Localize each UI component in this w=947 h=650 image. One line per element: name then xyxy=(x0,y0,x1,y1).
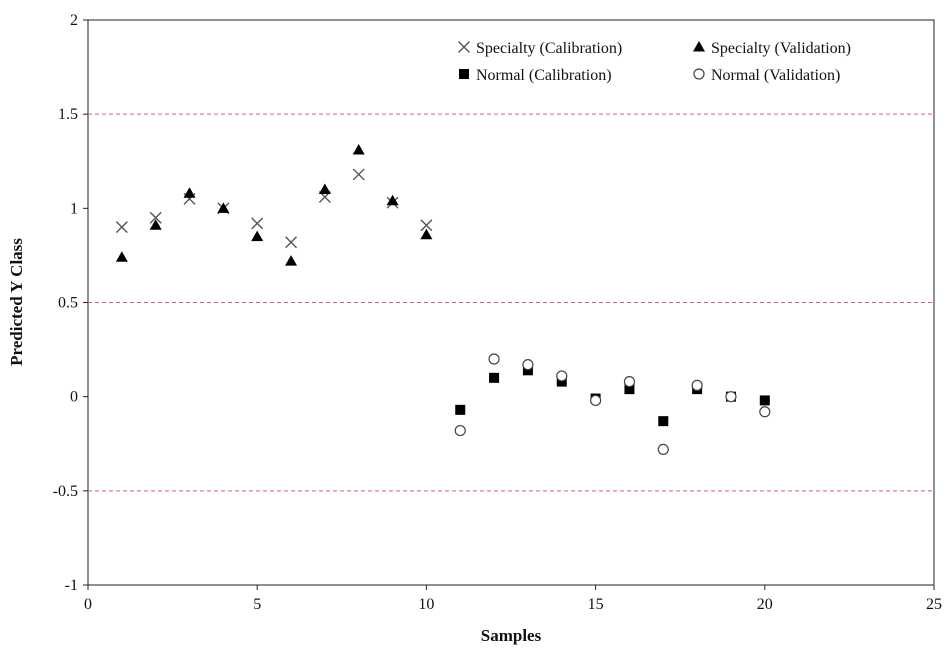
reference-lines xyxy=(88,113,934,492)
data-point xyxy=(454,424,466,437)
y-tick-label: 2 xyxy=(70,12,78,29)
data-point xyxy=(725,391,737,403)
legend-marker xyxy=(693,68,705,80)
data-point xyxy=(556,370,568,382)
data-point xyxy=(556,376,567,387)
x-tick-label: 20 xyxy=(757,596,773,613)
data-point xyxy=(420,228,433,240)
data-point xyxy=(759,406,771,418)
data-point xyxy=(488,353,500,365)
data-point xyxy=(115,221,128,234)
data-point xyxy=(522,359,534,371)
data-point xyxy=(149,211,162,224)
legend-label: Specialty (Calibration) xyxy=(476,40,622,57)
legend-label: Normal (Calibration) xyxy=(476,67,612,84)
data-point xyxy=(691,379,703,391)
data-point xyxy=(658,416,669,427)
legend-label: Normal (Validation) xyxy=(711,67,840,84)
data-point xyxy=(352,168,365,181)
data-point xyxy=(455,404,466,415)
y-tick-label: -1 xyxy=(65,577,78,594)
y-tick-label: 1 xyxy=(70,200,78,217)
data-point xyxy=(386,194,399,206)
data-point xyxy=(285,255,298,266)
data-points xyxy=(115,143,771,455)
data-point xyxy=(352,143,365,155)
x-tick-label: 15 xyxy=(588,596,604,613)
data-point xyxy=(183,187,196,198)
data-point xyxy=(115,251,128,262)
legend-marker xyxy=(693,41,705,52)
x-tick-label: 25 xyxy=(926,596,942,613)
legend-marker xyxy=(458,41,470,53)
x-axis: 0 5 10 15 20 25 xyxy=(84,585,942,613)
data-point xyxy=(489,372,500,383)
data-point xyxy=(149,219,162,230)
data-point xyxy=(251,230,264,242)
x-tick-label: 5 xyxy=(253,596,261,613)
data-point xyxy=(589,394,602,407)
y-tick-label: 1.5 xyxy=(58,106,78,123)
x-tick-label: 0 xyxy=(84,596,92,613)
x-axis-title: Samples xyxy=(481,626,542,645)
y-tick-label: -0.5 xyxy=(53,483,78,500)
data-point xyxy=(759,395,770,406)
y-axis-title: Predicted Y Class xyxy=(7,238,26,366)
data-point xyxy=(285,236,298,249)
legend: Specialty (Calibration) Specialty (Valida… xyxy=(458,40,851,84)
data-point xyxy=(318,183,331,194)
y-tick-label: 0.5 xyxy=(58,295,78,312)
data-point xyxy=(420,219,433,232)
y-tick-label: 0 xyxy=(70,389,78,406)
data-point xyxy=(217,202,230,213)
y-axis: -1 -0.5 0 0.5 1 1.5 2 xyxy=(53,12,88,594)
legend-marker xyxy=(459,69,469,79)
data-point xyxy=(624,384,635,395)
data-point xyxy=(251,217,264,230)
data-point xyxy=(623,376,636,388)
data-point xyxy=(657,443,669,455)
x-tick-label: 10 xyxy=(418,596,434,613)
data-point xyxy=(522,365,533,376)
legend-label: Specialty (Validation) xyxy=(711,40,851,57)
